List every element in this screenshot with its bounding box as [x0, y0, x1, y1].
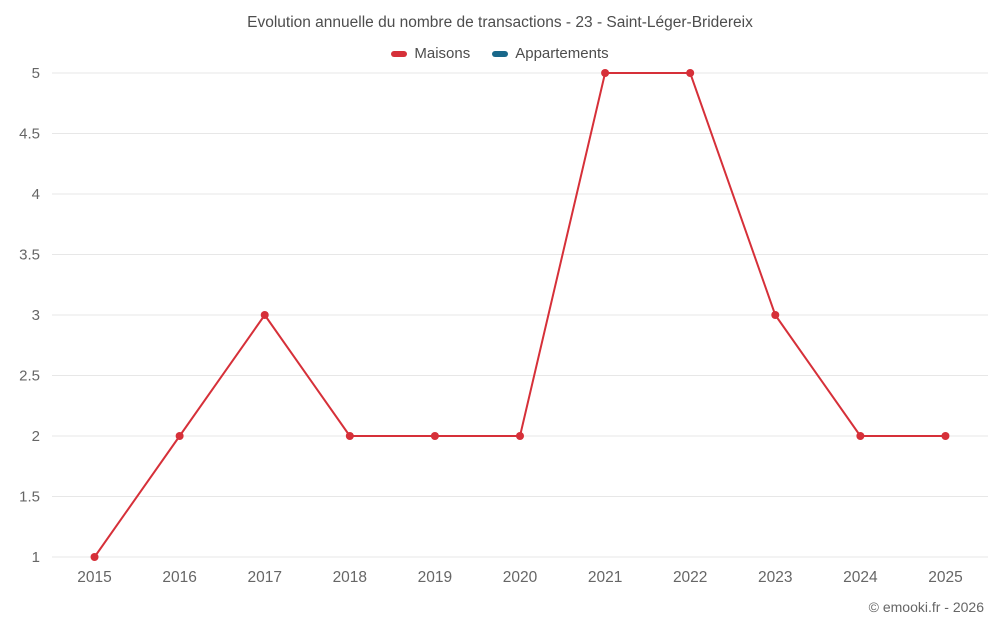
y-axis-tick-label: 1 [32, 549, 40, 566]
data-point-maisons[interactable] [601, 69, 610, 77]
data-point-maisons[interactable] [771, 311, 780, 319]
legend-item-maisons[interactable]: Maisons [391, 45, 470, 62]
x-axis-tick-label: 2021 [588, 569, 622, 586]
x-axis-tick-label: 2020 [503, 569, 538, 586]
x-axis-tick-label: 2018 [333, 569, 367, 586]
maisons-swatch-icon [391, 50, 408, 57]
x-axis-tick-label: 2024 [843, 569, 878, 586]
data-point-maisons[interactable] [941, 432, 950, 440]
data-point-maisons[interactable] [430, 432, 439, 440]
y-axis-tick-label: 5 [32, 65, 40, 82]
data-point-maisons[interactable] [260, 311, 269, 319]
x-axis-tick-label: 2025 [928, 569, 962, 586]
y-axis-tick-label: 3.5 [19, 247, 40, 264]
legend-item-appartements[interactable]: Appartements [492, 45, 609, 62]
data-point-maisons[interactable] [856, 432, 865, 440]
data-point-maisons[interactable] [175, 432, 184, 440]
x-axis-tick-label: 2019 [418, 569, 452, 586]
y-axis-tick-label: 1.5 [19, 489, 40, 506]
legend-label-maisons: Maisons [414, 45, 471, 62]
legend-label-appartements: Appartements [515, 45, 609, 62]
data-point-maisons[interactable] [516, 432, 524, 440]
y-axis-tick-label: 2 [32, 428, 40, 445]
data-point-maisons[interactable] [686, 69, 695, 77]
chart-legend: Maisons Appartements [0, 45, 1000, 62]
data-point-maisons[interactable] [345, 432, 354, 440]
x-axis-tick-label: 2016 [162, 569, 196, 586]
y-axis-tick-label: 4.5 [19, 126, 40, 143]
appartements-swatch-icon [492, 50, 509, 57]
y-axis-tick-label: 3 [32, 307, 40, 324]
x-axis-tick-label: 2015 [77, 569, 111, 586]
data-point-maisons[interactable] [90, 553, 99, 561]
x-axis-tick-label: 2017 [247, 569, 281, 586]
y-axis-tick-label: 2.5 [19, 368, 40, 385]
x-axis-tick-label: 2022 [673, 569, 707, 586]
footer-credit: © emooki.fr - 2026 [868, 599, 984, 615]
y-axis-tick-label: 4 [32, 186, 40, 203]
chart-title: Evolution annuelle du nombre de transact… [247, 14, 753, 31]
x-axis-tick-label: 2023 [758, 569, 792, 586]
